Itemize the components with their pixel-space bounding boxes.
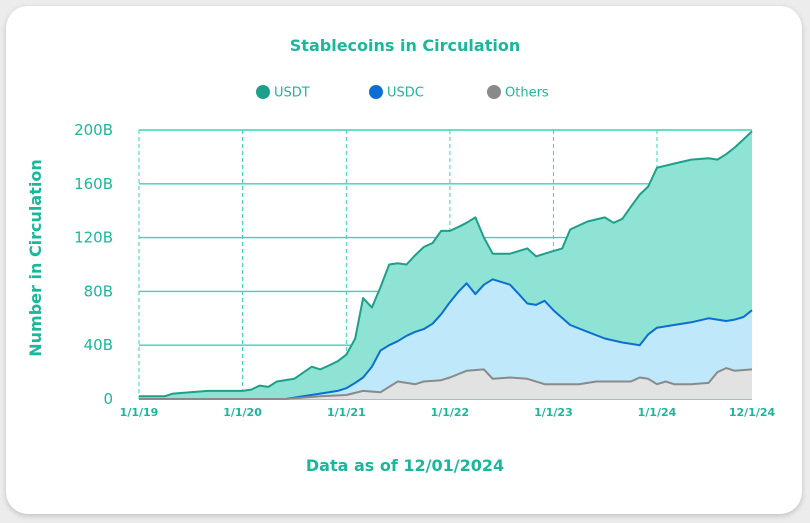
y-axis-label: Number in Circulation xyxy=(26,159,45,356)
usdc-area xyxy=(139,279,752,399)
x-axis-ticks: 1/1/19 1/1/20 1/1/21 1/1/22 1/1/23 1/1/24 12/1… xyxy=(120,406,776,419)
x-tick-label: 12/1/24 xyxy=(729,406,776,419)
others-area xyxy=(139,368,752,399)
x-tick-label: 1/1/19 xyxy=(120,406,159,419)
y-tick-label: 40B xyxy=(84,336,113,354)
y-tick-label: 160B xyxy=(74,175,113,193)
usdc-line xyxy=(139,278,753,400)
y-axis-label-group: Number in Circulation xyxy=(26,159,45,356)
y-tick-label: 200B xyxy=(74,121,113,139)
usdc-legend-label: USDC xyxy=(387,86,424,101)
usdt-legend-swatch xyxy=(256,85,270,99)
usdc-legend-swatch xyxy=(369,85,383,99)
others-legend-swatch xyxy=(487,85,501,99)
y-tick-label: 0 xyxy=(103,390,113,408)
x-tick-label: 1/1/23 xyxy=(534,406,573,419)
y-axis-ticks: 0 40B 80B 120B 160B 200B xyxy=(74,121,113,408)
y-tick-label: 120B xyxy=(74,229,113,247)
y-tick-label: 80B xyxy=(84,282,113,300)
others-line xyxy=(139,367,753,400)
data-date-footnote: Data as of 12/01/2024 xyxy=(306,456,504,475)
x-tick-label: 1/1/20 xyxy=(223,406,262,419)
x-tick-label: 1/1/22 xyxy=(431,406,470,419)
chart-title: Stablecoins in Circulation xyxy=(290,36,520,55)
x-tick-label: 1/1/21 xyxy=(327,406,366,419)
legend: USDT USDC Others xyxy=(256,85,549,101)
usdt-line xyxy=(139,130,753,398)
x-tick-label: 1/1/24 xyxy=(638,406,677,419)
series-areas xyxy=(139,130,753,400)
usdt-area xyxy=(139,131,752,400)
others-legend-label: Others xyxy=(505,86,549,101)
usdt-legend-label: USDT xyxy=(274,86,310,101)
